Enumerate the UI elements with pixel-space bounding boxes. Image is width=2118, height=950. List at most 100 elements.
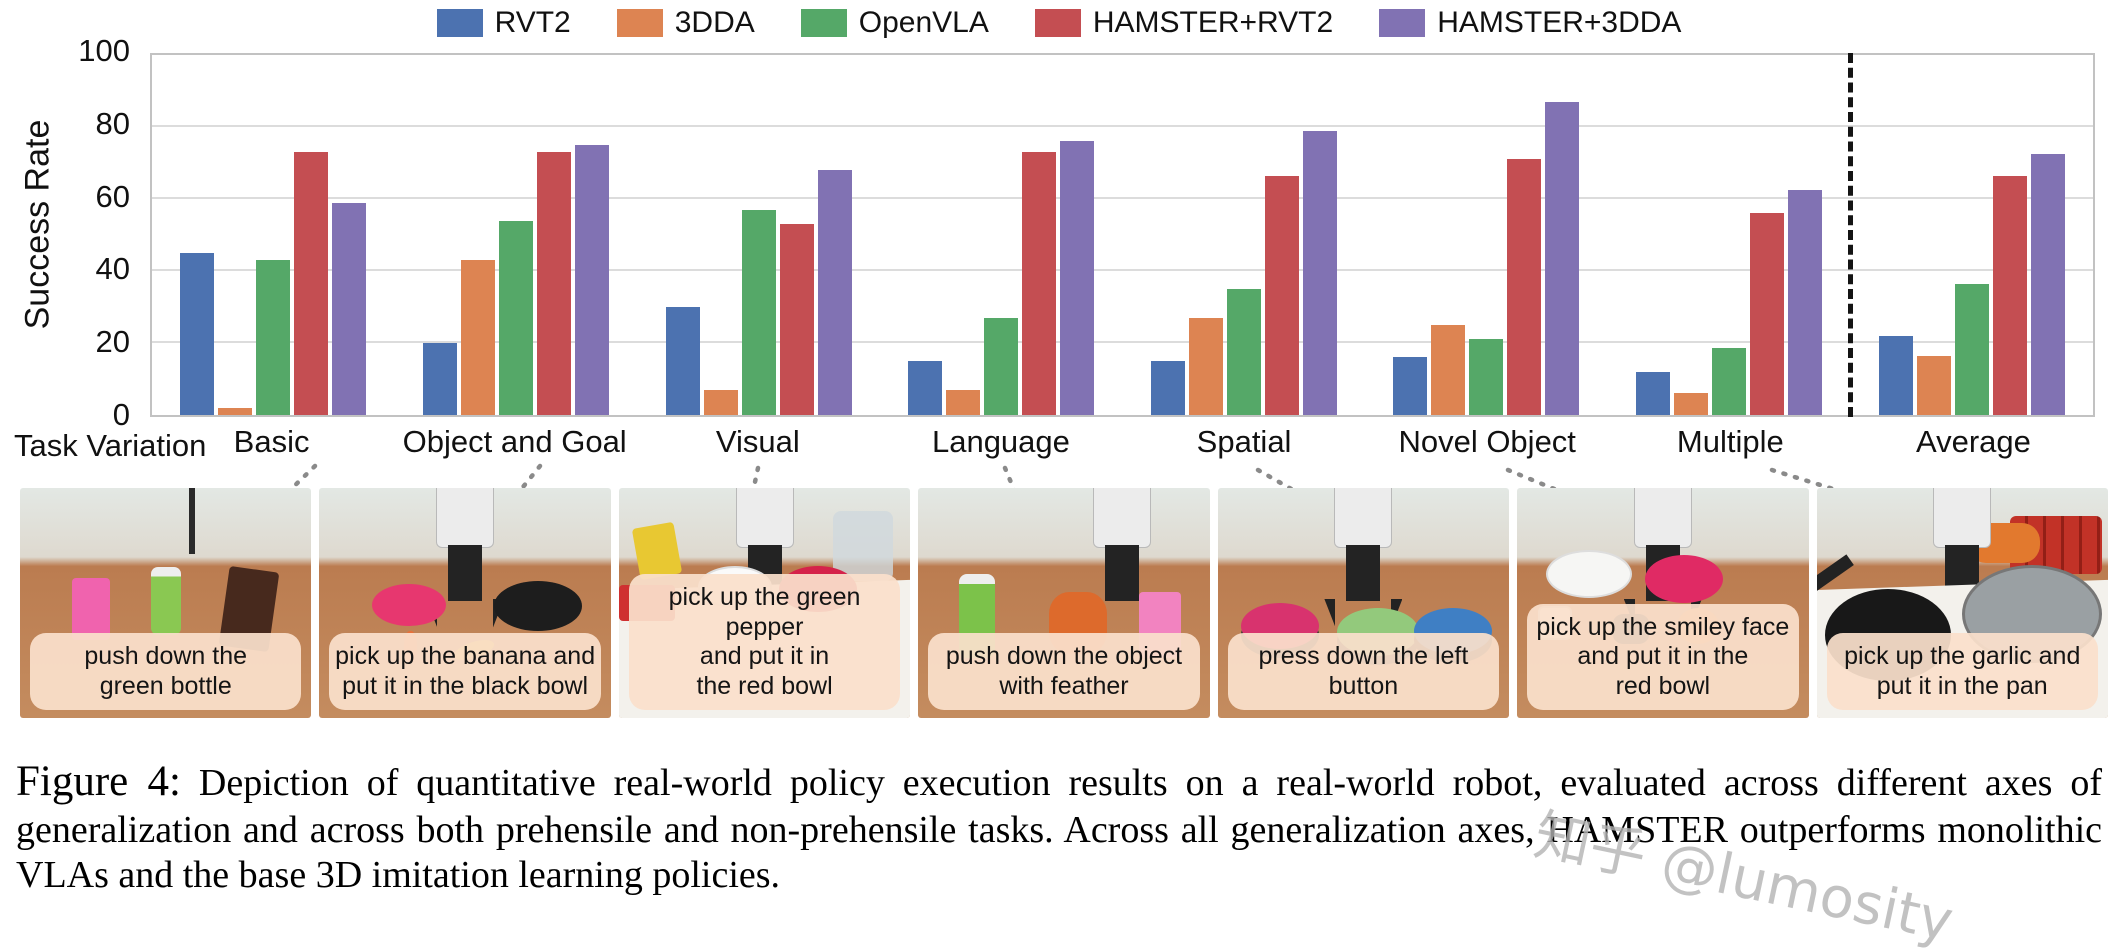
- gridline: [152, 197, 2093, 199]
- photo-language: push down the object with feather: [918, 488, 1210, 718]
- legend-item: 3DDA: [616, 6, 755, 40]
- gridline: [152, 125, 2093, 127]
- bar-group-visual: [637, 55, 880, 415]
- pink-box: [72, 577, 111, 640]
- bar-hamster-3dda: [1788, 190, 1823, 415]
- bar-rvt2: [1636, 371, 1671, 415]
- legend-swatch: [1034, 9, 1081, 37]
- robot-rod: [189, 488, 196, 554]
- bar-hamster-rvt2: [779, 224, 814, 415]
- task-caption: pick up the smiley face and put it in th…: [1527, 603, 1799, 710]
- x-category-label-language: Language: [931, 424, 1070, 459]
- legend: RVT2 3DDA OpenVLA HAMSTER+RVT2 HAMSTER+3DDA: [0, 6, 2118, 40]
- bar-openvla: [1954, 283, 1989, 415]
- robot-arm: [1334, 488, 1393, 548]
- photo-visual: pick up the green pepper and put it in t…: [618, 488, 911, 718]
- task-caption: press down the left button: [1227, 633, 1500, 710]
- bar-rvt2: [1878, 335, 1913, 415]
- legend-swatch: [1379, 9, 1426, 37]
- bar-openvla: [498, 220, 533, 415]
- bar-3dda: [1431, 325, 1466, 415]
- bar-rvt2: [422, 343, 457, 415]
- legend-label: OpenVLA: [858, 6, 989, 39]
- bar-group-multiple: [1608, 55, 1851, 415]
- photo-spatial: press down the left button: [1217, 488, 1510, 718]
- legend-label: HAMSTER+3DDA: [1437, 6, 1682, 39]
- legend-item: OpenVLA: [800, 6, 989, 40]
- y-tick-label: 40: [95, 251, 130, 287]
- legend-swatch: [436, 9, 483, 37]
- x-category-label-spatial: Spatial: [1196, 424, 1292, 459]
- bar-hamster-3dda: [817, 170, 852, 415]
- water-bottle: [832, 511, 893, 581]
- photo-object-and-goal: pick up the banana and put it in the bla…: [319, 488, 611, 718]
- bar-3dda: [1674, 393, 1709, 415]
- bar-group-object-and-goal: [395, 55, 638, 415]
- bar-group-spatial: [1123, 55, 1366, 415]
- y-tick-label: 20: [95, 324, 130, 360]
- bar-3dda: [1188, 317, 1223, 415]
- robot-arm: [1933, 488, 1992, 548]
- bar-hamster-3dda: [1060, 141, 1095, 415]
- x-category-label-multiple: Multiple: [1676, 424, 1784, 459]
- legend-item: HAMSTER+RVT2: [1034, 6, 1334, 40]
- bar-openvla: [256, 260, 291, 415]
- bar-hamster-3dda: [332, 202, 367, 415]
- bar-hamster-rvt2: [1022, 152, 1057, 415]
- x-category-label-novel-object: Novel Object: [1398, 424, 1576, 459]
- bar-rvt2: [908, 361, 943, 415]
- robot-arm: [1633, 488, 1692, 548]
- photo-novel-object: pick up the smiley face and put it in th…: [1517, 488, 1809, 718]
- x-category-label-average: Average: [1915, 424, 2031, 459]
- bar-hamster-rvt2: [294, 152, 329, 415]
- legend-label: HAMSTER+RVT2: [1092, 6, 1334, 39]
- bar-hamster-3dda: [1302, 130, 1337, 415]
- bar-3dda: [460, 260, 495, 415]
- bar-3dda: [218, 407, 253, 415]
- bar-hamster-rvt2: [1750, 213, 1785, 415]
- robot-arm: [735, 488, 794, 548]
- bar-hamster-rvt2: [1992, 175, 2027, 415]
- white-bowl: [1546, 550, 1633, 599]
- pink-bowl: [371, 584, 446, 626]
- task-caption: pick up the garlic and put it in the pan: [1826, 633, 2098, 710]
- legend-swatch: [800, 9, 847, 37]
- bar-hamster-3dda: [1545, 101, 1580, 415]
- task-caption: push down the object with feather: [928, 633, 1200, 710]
- bar-3dda: [1916, 355, 1951, 415]
- bar-groups: [152, 55, 2093, 415]
- legend-item: RVT2: [436, 6, 571, 40]
- bar-hamster-3dda: [2030, 154, 2065, 415]
- robot-arm: [1093, 488, 1152, 548]
- bar-hamster-rvt2: [536, 152, 571, 415]
- x-category-label-object-and-goal: Object and Goal: [402, 424, 627, 459]
- x-axis-label: Task Variation: [14, 428, 207, 463]
- figure-caption-text: Depiction of quantitative real-world pol…: [16, 762, 2102, 897]
- bar-3dda: [946, 389, 981, 415]
- photo-multiple: pick up the garlic and put it in the pan: [1816, 488, 2108, 718]
- bar-3dda: [703, 389, 738, 415]
- bar-group-basic: [152, 55, 395, 415]
- average-separator-dashed-line: [1848, 53, 1854, 417]
- pink-bowl: [1645, 555, 1724, 603]
- task-photo-strip: push down the green bottle pick up the b…: [20, 488, 2108, 718]
- figure-caption: Figure 4: Depiction of quantitative real…: [16, 756, 2102, 899]
- plot-area: [150, 53, 2095, 417]
- bar-openvla: [1712, 348, 1747, 415]
- y-axis-ticks: 0 20 40 60 80 100: [40, 33, 140, 432]
- legend-label: 3DDA: [674, 6, 755, 39]
- y-tick-label: 80: [95, 105, 130, 141]
- robot-arm: [436, 488, 495, 548]
- gridline: [152, 269, 2093, 271]
- black-bowl: [493, 580, 582, 631]
- x-category-labels: Basic Object and Goal Visual Language Spatia…: [150, 424, 2095, 460]
- photo-basic: push down the green bottle: [20, 488, 312, 718]
- chips-bag: [632, 521, 683, 581]
- legend-label: RVT2: [494, 6, 571, 39]
- bar-rvt2: [1393, 357, 1428, 415]
- green-bottle: [151, 567, 182, 636]
- bar-openvla: [1469, 339, 1504, 415]
- task-caption: pick up the green pepper and put it in t…: [628, 574, 901, 710]
- bar-group-novel-object: [1365, 55, 1608, 415]
